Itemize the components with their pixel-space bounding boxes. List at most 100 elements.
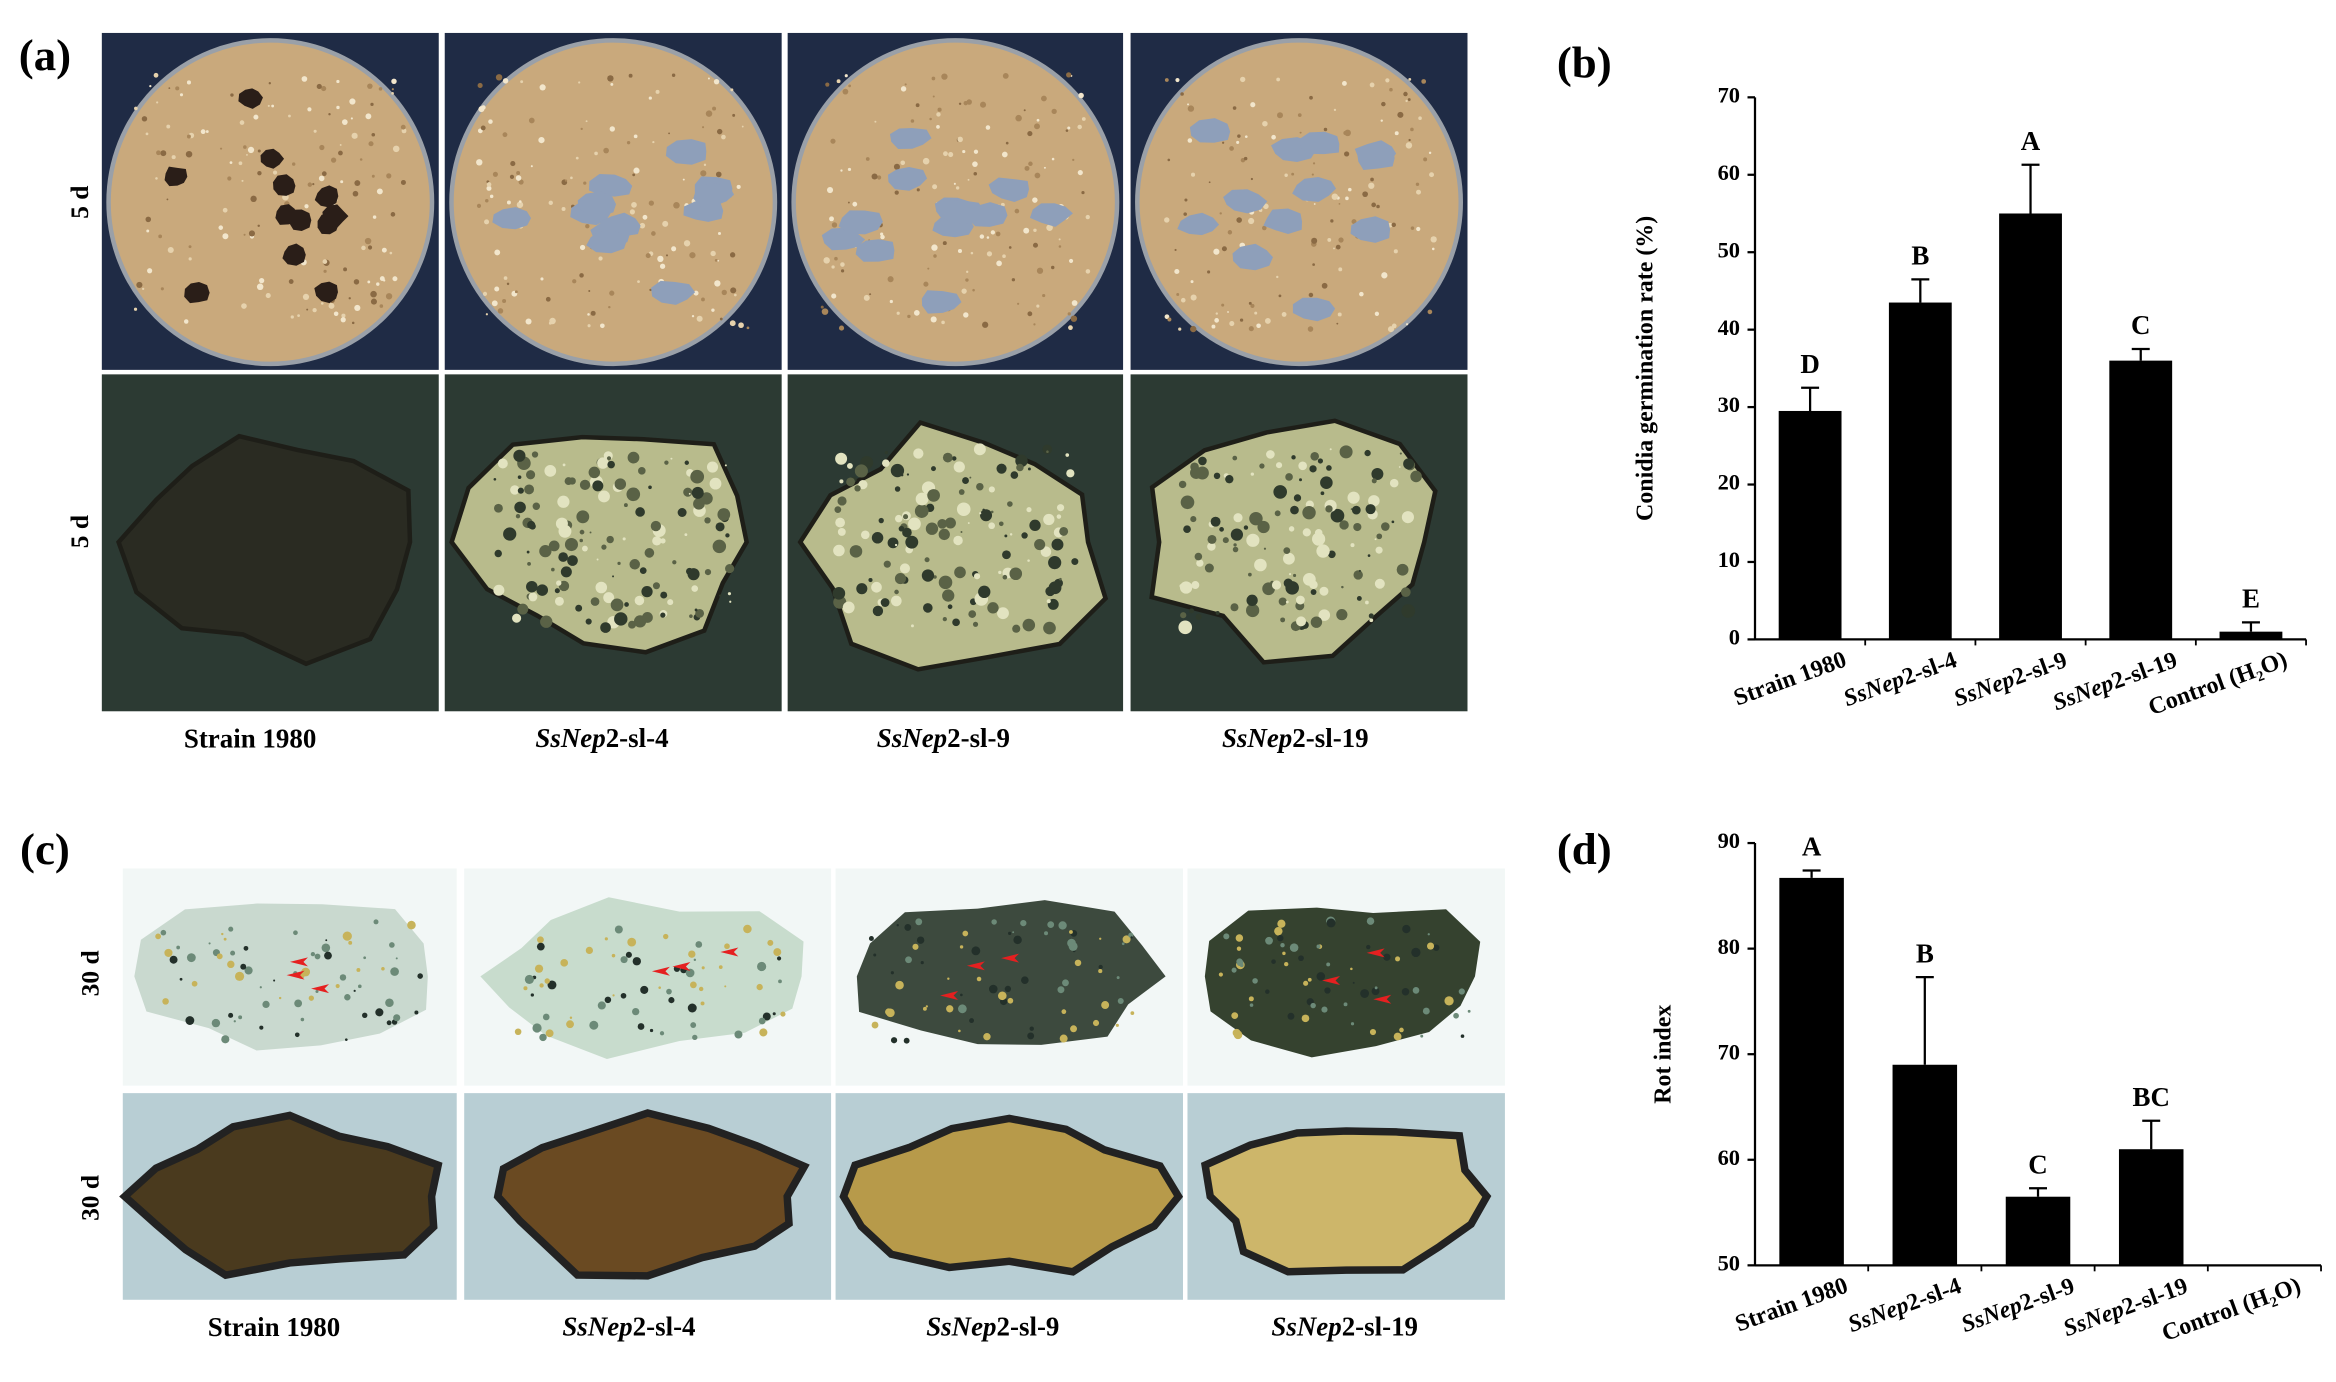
speckle	[1262, 582, 1275, 596]
speckle	[612, 994, 615, 997]
y-tick-label: 80	[1718, 934, 1740, 959]
speckle	[246, 154, 248, 156]
bar	[2219, 631, 2283, 640]
speckle	[1010, 471, 1019, 479]
speckle	[905, 956, 912, 964]
speckle	[1012, 931, 1015, 934]
speckle	[696, 315, 703, 322]
speckle	[711, 308, 715, 312]
speckle	[1383, 953, 1391, 961]
speckle	[997, 607, 1009, 620]
speckle	[342, 931, 352, 941]
speckle	[494, 549, 502, 558]
speckle	[1338, 267, 1343, 272]
speckle	[1395, 956, 1401, 962]
speckle	[596, 558, 599, 561]
speckle	[1122, 935, 1131, 944]
speckle	[951, 456, 957, 461]
speckle	[176, 945, 181, 950]
speckle	[1036, 304, 1040, 308]
sclerotium	[1029, 203, 1073, 227]
speckle	[1246, 603, 1260, 618]
speckle	[1405, 142, 1413, 149]
speckle	[389, 942, 395, 948]
speckle	[730, 287, 737, 294]
x-tick-label: SsNep2-sl-4	[1840, 647, 1960, 712]
speckle	[1319, 586, 1329, 596]
speckle	[1207, 542, 1216, 551]
speckle	[1008, 246, 1012, 249]
speckle	[1067, 941, 1073, 947]
speckle	[489, 194, 494, 199]
speckle	[695, 609, 705, 618]
speckle	[1428, 151, 1432, 155]
speckle	[996, 260, 1002, 267]
speckle	[234, 971, 245, 981]
speckle	[1164, 78, 1169, 82]
speckle	[1034, 123, 1040, 130]
speckle	[200, 129, 206, 135]
speckle	[842, 601, 855, 614]
speckle	[946, 1005, 954, 1013]
speckle	[1009, 567, 1023, 581]
speckle	[1299, 478, 1302, 482]
speckle	[652, 536, 662, 546]
speckle	[1058, 238, 1061, 241]
speckle	[1289, 943, 1299, 952]
speckle	[1309, 95, 1313, 100]
speckle	[833, 544, 845, 557]
speckle	[872, 605, 884, 617]
speckle	[1389, 478, 1399, 488]
speckle	[625, 951, 632, 958]
speckle	[1273, 485, 1288, 499]
speckle	[1007, 997, 1014, 1004]
speckle	[963, 100, 968, 106]
speckle	[567, 555, 578, 566]
speckle	[1344, 151, 1350, 157]
speckle	[894, 543, 898, 547]
speckle	[166, 124, 171, 129]
speckle	[373, 919, 379, 925]
speckle	[585, 224, 590, 229]
speckle	[1327, 238, 1332, 242]
speckle	[1389, 87, 1393, 92]
speckle	[566, 1020, 574, 1029]
speckle	[887, 537, 899, 549]
speckle	[510, 485, 520, 495]
speckle	[976, 482, 984, 491]
speckle	[1066, 469, 1075, 478]
speckle	[1021, 976, 1029, 985]
speckle	[1068, 325, 1073, 331]
speckle	[943, 151, 948, 157]
speckle	[1085, 269, 1091, 274]
speckle	[1047, 921, 1055, 928]
speckle	[1295, 595, 1305, 605]
speckle	[1351, 505, 1361, 515]
speckle	[1364, 449, 1371, 457]
speckle	[579, 273, 584, 278]
speckle	[1174, 268, 1180, 275]
speckle	[1190, 280, 1194, 284]
speckle	[1310, 616, 1323, 628]
speckle	[514, 1028, 522, 1036]
speckle	[557, 495, 570, 508]
speckle	[1280, 942, 1285, 948]
speckle	[823, 257, 830, 264]
speckle	[1316, 944, 1321, 949]
sclerotium	[887, 166, 928, 191]
speckle	[363, 956, 367, 960]
arrow	[1366, 948, 1385, 958]
speckle	[1410, 470, 1422, 483]
speckle	[937, 518, 948, 529]
speckle	[644, 548, 655, 558]
speckle	[1342, 81, 1347, 86]
speckle	[958, 1029, 961, 1033]
speckle	[608, 305, 611, 309]
speckle	[1467, 1009, 1471, 1013]
speckle	[597, 1001, 606, 1010]
speckle	[333, 311, 339, 316]
speckle	[626, 487, 641, 502]
speckle	[1374, 578, 1385, 589]
speckle	[1167, 158, 1171, 162]
speckle	[1405, 99, 1408, 103]
